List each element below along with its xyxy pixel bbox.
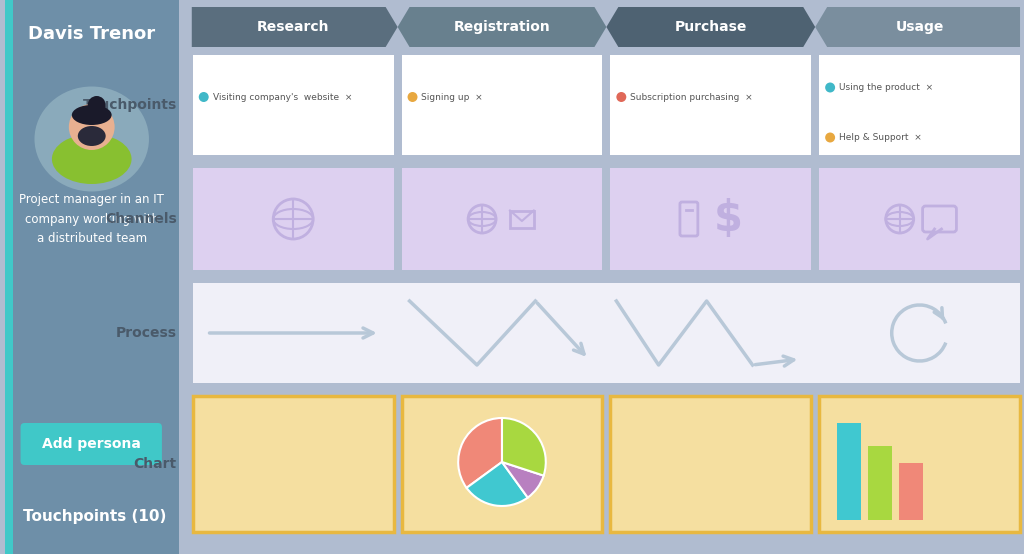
FancyBboxPatch shape (868, 446, 892, 520)
Circle shape (825, 132, 836, 142)
Text: Research: Research (257, 20, 330, 34)
Ellipse shape (72, 105, 112, 125)
FancyBboxPatch shape (610, 55, 811, 155)
Text: $: $ (714, 198, 743, 240)
FancyBboxPatch shape (193, 396, 393, 532)
FancyBboxPatch shape (401, 168, 602, 270)
Wedge shape (467, 462, 527, 506)
Text: Add persona: Add persona (42, 437, 141, 451)
Text: Purchase: Purchase (675, 20, 746, 34)
Wedge shape (502, 462, 544, 497)
Text: Davis Trenor: Davis Trenor (29, 25, 156, 43)
FancyBboxPatch shape (819, 55, 1020, 155)
Polygon shape (397, 7, 606, 47)
FancyBboxPatch shape (610, 168, 811, 270)
Ellipse shape (78, 126, 105, 146)
FancyBboxPatch shape (401, 55, 602, 155)
Polygon shape (815, 7, 1020, 47)
FancyBboxPatch shape (20, 423, 162, 465)
FancyBboxPatch shape (193, 283, 1020, 383)
Text: Using the product  ×: Using the product × (839, 83, 933, 92)
FancyBboxPatch shape (193, 168, 393, 270)
Wedge shape (502, 418, 546, 475)
Wedge shape (458, 418, 502, 488)
Text: Chart: Chart (134, 457, 177, 471)
FancyBboxPatch shape (819, 168, 1020, 270)
Circle shape (408, 92, 418, 102)
Circle shape (616, 92, 627, 102)
FancyBboxPatch shape (193, 55, 393, 155)
Text: Channels: Channels (105, 212, 177, 226)
Circle shape (88, 96, 105, 114)
Text: Signing up  ×: Signing up × (422, 93, 483, 101)
Text: Subscription purchasing  ×: Subscription purchasing × (631, 93, 753, 101)
FancyBboxPatch shape (837, 423, 861, 520)
Polygon shape (606, 7, 815, 47)
FancyBboxPatch shape (5, 0, 12, 554)
FancyBboxPatch shape (819, 396, 1020, 532)
Polygon shape (191, 7, 397, 47)
FancyBboxPatch shape (401, 396, 602, 532)
FancyBboxPatch shape (610, 396, 811, 532)
Text: Registration: Registration (454, 20, 550, 34)
Ellipse shape (52, 134, 131, 184)
Text: Visiting company's  website  ×: Visiting company's website × (213, 93, 352, 101)
Text: Process: Process (116, 326, 177, 340)
Text: Touchpoints (10): Touchpoints (10) (23, 509, 166, 524)
Text: Usage: Usage (895, 20, 944, 34)
Circle shape (69, 104, 115, 150)
Circle shape (199, 92, 209, 102)
Ellipse shape (35, 86, 148, 192)
Text: Project manager in an IT
company working with
a distributed team: Project manager in an IT company working… (19, 193, 164, 244)
FancyBboxPatch shape (5, 0, 179, 554)
Text: Touchpoints: Touchpoints (83, 98, 177, 112)
Circle shape (825, 83, 836, 93)
Text: Help & Support  ×: Help & Support × (839, 133, 922, 142)
FancyBboxPatch shape (899, 463, 923, 520)
